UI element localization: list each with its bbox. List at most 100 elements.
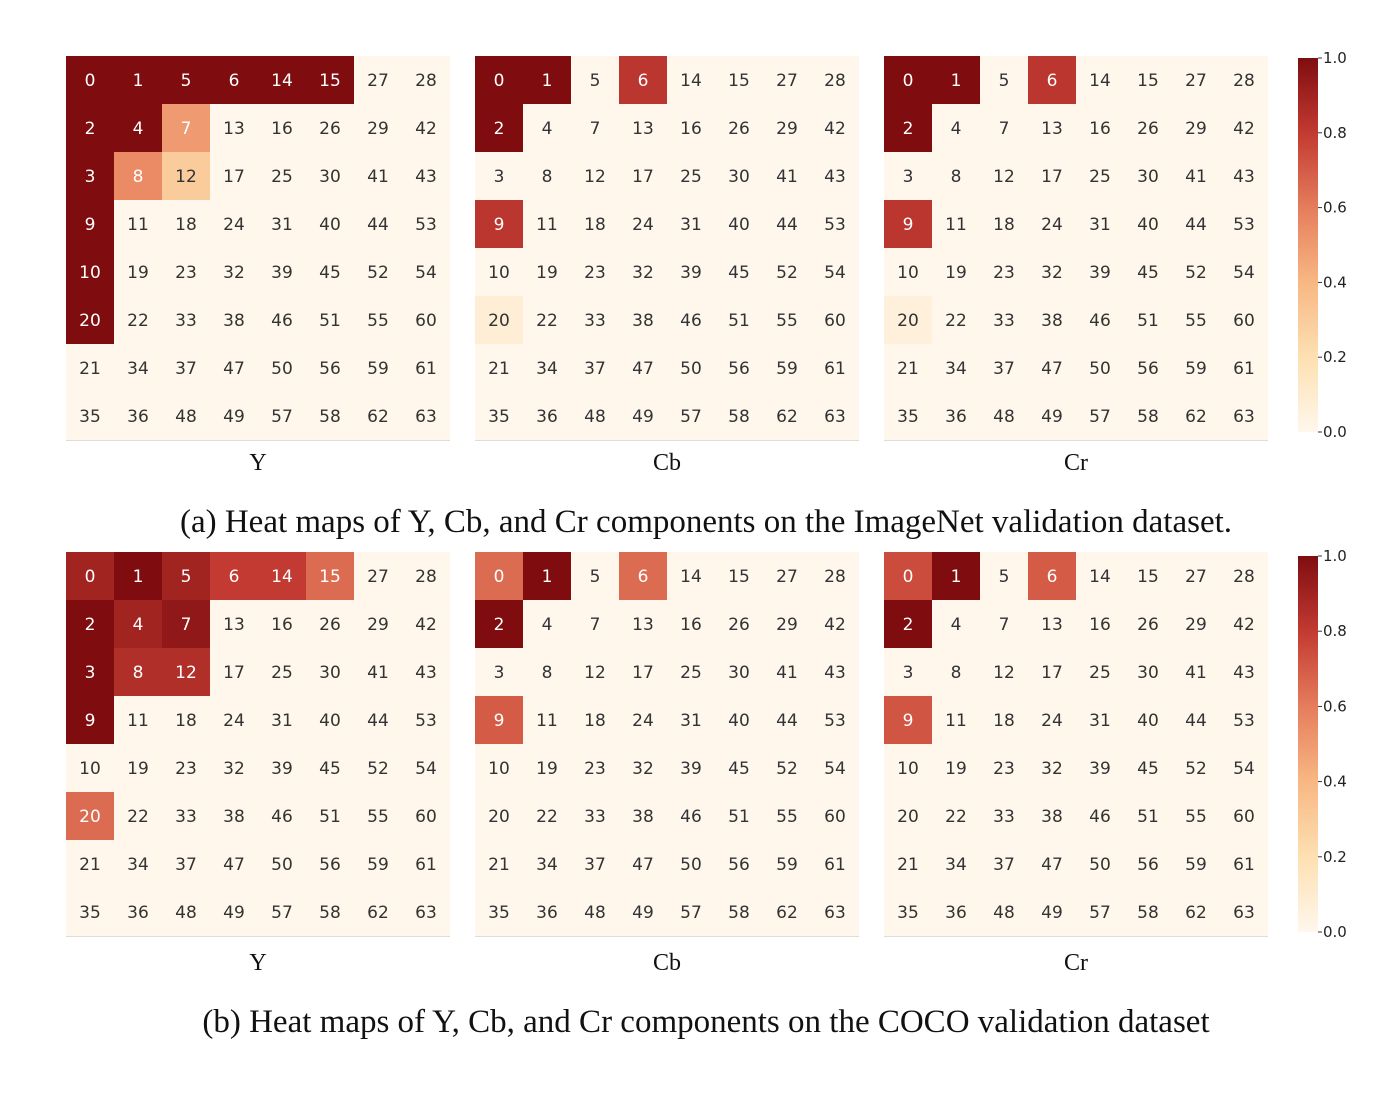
- heatmap-cell: [210, 104, 258, 152]
- heatmap-cell: [811, 200, 859, 248]
- cell-label: 15: [1137, 71, 1159, 91]
- heatmap-cell: [162, 648, 210, 696]
- cell-label: 56: [1137, 855, 1159, 875]
- heatmap-cell: [402, 744, 450, 792]
- heatmap-cell: [210, 600, 258, 648]
- heatmap-cell: [980, 104, 1028, 152]
- cell-label: 56: [728, 359, 750, 379]
- cell-label: 53: [415, 711, 437, 731]
- cell-label: 27: [367, 567, 389, 587]
- heatmap-cell: [619, 600, 667, 648]
- cell-label: 17: [632, 663, 654, 683]
- cell-label: 53: [1233, 711, 1255, 731]
- cell-label: 40: [319, 711, 341, 731]
- heatmap-cell: [258, 200, 306, 248]
- heatmap-cell: [306, 392, 354, 440]
- cell-label: 34: [945, 855, 967, 875]
- heatmap-cell: [619, 648, 667, 696]
- colorbar-tick-label: 0.2: [1323, 348, 1347, 366]
- cell-label: 3: [494, 663, 505, 683]
- cell-label: 27: [367, 71, 389, 91]
- heatmap-cell: [1028, 56, 1076, 104]
- heatmap-cell: [1124, 840, 1172, 888]
- cell-label: 56: [1137, 359, 1159, 379]
- heatmap-cell: [162, 888, 210, 936]
- heatmap-cell: [475, 392, 523, 440]
- heatmap-cell: [210, 744, 258, 792]
- cell-label: 2: [494, 119, 505, 139]
- heatmap-cell: [1076, 344, 1124, 392]
- heatmap-cell: [1124, 888, 1172, 936]
- heatmap-cell: [475, 888, 523, 936]
- heatmap-cell: [932, 792, 980, 840]
- heatmap-cell: [1028, 744, 1076, 792]
- cell-label: 62: [776, 407, 798, 427]
- cell-label: 26: [728, 615, 750, 635]
- heatmap-cell: [1220, 56, 1268, 104]
- cell-label: 13: [223, 615, 245, 635]
- heatmap-cell: [715, 248, 763, 296]
- component-label: Cb: [653, 450, 681, 476]
- cell-label: 31: [680, 215, 702, 235]
- heatmap-cell: [402, 552, 450, 600]
- cell-label: 47: [1041, 855, 1063, 875]
- cell-label: 41: [367, 167, 389, 187]
- cell-label: 38: [223, 311, 245, 331]
- cell-label: 29: [776, 615, 798, 635]
- cell-label: 50: [271, 855, 293, 875]
- cell-label: 7: [999, 615, 1010, 635]
- cell-label: 37: [584, 855, 606, 875]
- cell-label: 39: [680, 759, 702, 779]
- cell-label: 23: [175, 759, 197, 779]
- heatmap-cell: [402, 696, 450, 744]
- cell-label: 51: [319, 311, 341, 331]
- heatmap-cell: [763, 104, 811, 152]
- cell-label: 54: [415, 759, 437, 779]
- heatmap-cell: [523, 792, 571, 840]
- heatmap-cell: [1220, 696, 1268, 744]
- colorbar-tick-label: 0.0: [1323, 923, 1347, 941]
- cell-label: 34: [127, 855, 149, 875]
- cell-label: 61: [415, 855, 437, 875]
- heatmap-cell: [523, 888, 571, 936]
- heatmap-cell: [619, 104, 667, 152]
- cell-label: 35: [488, 407, 510, 427]
- cell-label: 23: [993, 263, 1015, 283]
- heatmap-cell: [571, 696, 619, 744]
- heatmap-cell: [1220, 648, 1268, 696]
- heatmap-cell: [210, 56, 258, 104]
- heatmap-cell: [306, 552, 354, 600]
- colorbar-a: 0.0 0.2 0.4 0.6 0.8 1.0: [1298, 49, 1347, 441]
- cell-label: 21: [79, 855, 101, 875]
- heatmap-cell: [1220, 888, 1268, 936]
- heatmap-cell: [1028, 344, 1076, 392]
- heatmap-cell: [162, 744, 210, 792]
- cell-label: 5: [181, 567, 192, 587]
- cell-label: 5: [999, 567, 1010, 587]
- heatmap-cell: [1220, 104, 1268, 152]
- cell-label: 45: [319, 759, 341, 779]
- heatmap-cell: [66, 744, 114, 792]
- cell-label: 62: [367, 903, 389, 923]
- cell-label: 54: [1233, 263, 1255, 283]
- heatmap-cell: [1172, 104, 1220, 152]
- heatmap-cell: [114, 840, 162, 888]
- heatmap-cell: [1124, 648, 1172, 696]
- heatmap-cell: [210, 152, 258, 200]
- heatmap-cell: [1124, 696, 1172, 744]
- heatmap-cell: [475, 648, 523, 696]
- cell-label: 16: [680, 119, 702, 139]
- heatmap-cell: [210, 888, 258, 936]
- heatmap-cell: [932, 744, 980, 792]
- heatmap-cell: [667, 200, 715, 248]
- heatmap-cell: [66, 104, 114, 152]
- heatmap-cell: [1220, 392, 1268, 440]
- cell-label: 58: [319, 903, 341, 923]
- cell-label: 18: [584, 711, 606, 731]
- cell-label: 21: [79, 359, 101, 379]
- heatmap-cell: [1172, 600, 1220, 648]
- cell-label: 60: [1233, 807, 1255, 827]
- heatmap-cell: [258, 344, 306, 392]
- heatmap-cell: [1124, 744, 1172, 792]
- heatmap-cell: [258, 600, 306, 648]
